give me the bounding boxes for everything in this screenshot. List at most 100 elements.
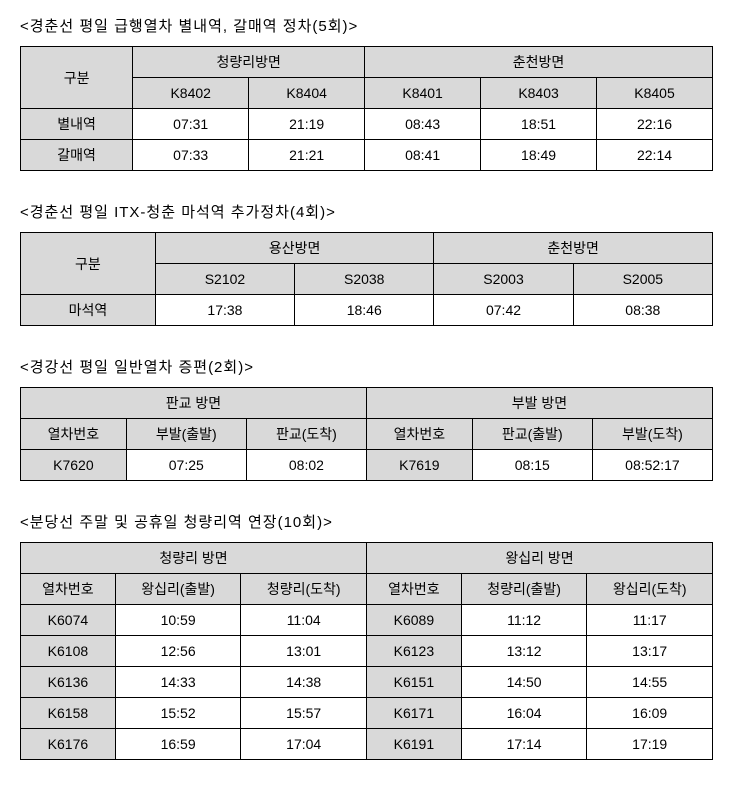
col-header: 열차번호 [366, 574, 461, 605]
cell: 13:12 [461, 636, 587, 667]
train-num: K7620 [21, 450, 127, 481]
col-header: 열차번호 [21, 574, 116, 605]
cell: 08:38 [573, 295, 712, 326]
cell: 07:33 [133, 140, 249, 171]
col-header: 왕십리(도착) [587, 574, 713, 605]
table2: 구분 용산방면 춘천방면 S2102 S2038 S2003 S2005 마석역… [20, 232, 713, 326]
group1-label: 용산방면 [155, 233, 434, 264]
table4: 청량리 방면 왕십리 방면 열차번호 왕십리(출발) 청량리(도착) 열차번호 … [20, 542, 713, 760]
col-header: 판교(출발) [472, 419, 592, 450]
cell: 08:52:17 [592, 450, 712, 481]
train-header: K8404 [249, 78, 365, 109]
cell: 10:59 [115, 605, 241, 636]
cell: 22:16 [597, 109, 713, 140]
train-num: K6176 [21, 729, 116, 760]
train-header: S2038 [295, 264, 434, 295]
cell: 14:33 [115, 667, 241, 698]
cell: 15:57 [241, 698, 367, 729]
train-num: K6158 [21, 698, 116, 729]
section1-title: <경춘선 평일 급행열차 별내역, 갈매역 정차(5회)> [20, 15, 713, 36]
cell: 08:41 [365, 140, 481, 171]
cell: 08:15 [472, 450, 592, 481]
train-header: S2102 [155, 264, 294, 295]
cell: 15:52 [115, 698, 241, 729]
cell: 21:21 [249, 140, 365, 171]
cell: 17:04 [241, 729, 367, 760]
cell: 13:17 [587, 636, 713, 667]
table-row: 갈매역 07:33 21:21 08:41 18:49 22:14 [21, 140, 713, 171]
cell: 12:56 [115, 636, 241, 667]
train-num: K6136 [21, 667, 116, 698]
train-num: K6191 [366, 729, 461, 760]
table-row: K6108 12:56 13:01 K6123 13:12 13:17 [21, 636, 713, 667]
table-row: 별내역 07:31 21:19 08:43 18:51 22:16 [21, 109, 713, 140]
table-row: 마석역 17:38 18:46 07:42 08:38 [21, 295, 713, 326]
table-row: K7620 07:25 08:02 K7619 08:15 08:52:17 [21, 450, 713, 481]
train-num: K6123 [366, 636, 461, 667]
train-num: K6074 [21, 605, 116, 636]
cell: 18:49 [481, 140, 597, 171]
cell: 17:19 [587, 729, 713, 760]
train-num: K6151 [366, 667, 461, 698]
cell: 16:04 [461, 698, 587, 729]
col-header: 청량리(도착) [241, 574, 367, 605]
cell: 18:46 [295, 295, 434, 326]
col-label: 구분 [21, 47, 133, 109]
cell: 17:38 [155, 295, 294, 326]
cell: 08:02 [246, 450, 366, 481]
col-header: 판교(도착) [246, 419, 366, 450]
train-num: K6108 [21, 636, 116, 667]
row-label: 갈매역 [21, 140, 133, 171]
cell: 07:42 [434, 295, 573, 326]
group1-label: 판교 방면 [21, 388, 367, 419]
cell: 16:09 [587, 698, 713, 729]
row-label: 마석역 [21, 295, 156, 326]
group2-label: 부발 방면 [366, 388, 712, 419]
cell: 18:51 [481, 109, 597, 140]
col-header: 청량리(출발) [461, 574, 587, 605]
table3: 판교 방면 부발 방면 열차번호 부발(출발) 판교(도착) 열차번호 판교(출… [20, 387, 713, 481]
group2-label: 춘천방면 [434, 233, 713, 264]
col-header: 부발(출발) [126, 419, 246, 450]
cell: 22:14 [597, 140, 713, 171]
train-num: K6171 [366, 698, 461, 729]
col-label: 구분 [21, 233, 156, 295]
table-row: K6158 15:52 15:57 K6171 16:04 16:09 [21, 698, 713, 729]
col-header: 왕십리(출발) [115, 574, 241, 605]
cell: 14:38 [241, 667, 367, 698]
cell: 14:50 [461, 667, 587, 698]
train-header: K8403 [481, 78, 597, 109]
table-row: K6136 14:33 14:38 K6151 14:50 14:55 [21, 667, 713, 698]
col-header: 부발(도착) [592, 419, 712, 450]
cell: 07:31 [133, 109, 249, 140]
cell: 13:01 [241, 636, 367, 667]
col-header: 열차번호 [366, 419, 472, 450]
section4-title: <분당선 주말 및 공휴일 청량리역 연장(10회)> [20, 511, 713, 532]
cell: 08:43 [365, 109, 481, 140]
section3-title: <경강선 평일 일반열차 증편(2회)> [20, 356, 713, 377]
train-header: S2005 [573, 264, 712, 295]
cell: 16:59 [115, 729, 241, 760]
train-num: K6089 [366, 605, 461, 636]
train-header: K8405 [597, 78, 713, 109]
col-header: 열차번호 [21, 419, 127, 450]
table1: 구분 청량리방면 춘천방면 K8402 K8404 K8401 K8403 K8… [20, 46, 713, 171]
cell: 14:55 [587, 667, 713, 698]
cell: 11:12 [461, 605, 587, 636]
row-label: 별내역 [21, 109, 133, 140]
cell: 21:19 [249, 109, 365, 140]
group2-label: 왕십리 방면 [366, 543, 712, 574]
group2-label: 춘천방면 [365, 47, 713, 78]
group1-label: 청량리방면 [133, 47, 365, 78]
cell: 11:17 [587, 605, 713, 636]
train-header: K8401 [365, 78, 481, 109]
train-num: K7619 [366, 450, 472, 481]
train-header: K8402 [133, 78, 249, 109]
cell: 17:14 [461, 729, 587, 760]
section2-title: <경춘선 평일 ITX-청춘 마석역 추가정차(4회)> [20, 201, 713, 222]
table-row: K6176 16:59 17:04 K6191 17:14 17:19 [21, 729, 713, 760]
group1-label: 청량리 방면 [21, 543, 367, 574]
table-row: K6074 10:59 11:04 K6089 11:12 11:17 [21, 605, 713, 636]
train-header: S2003 [434, 264, 573, 295]
cell: 11:04 [241, 605, 367, 636]
